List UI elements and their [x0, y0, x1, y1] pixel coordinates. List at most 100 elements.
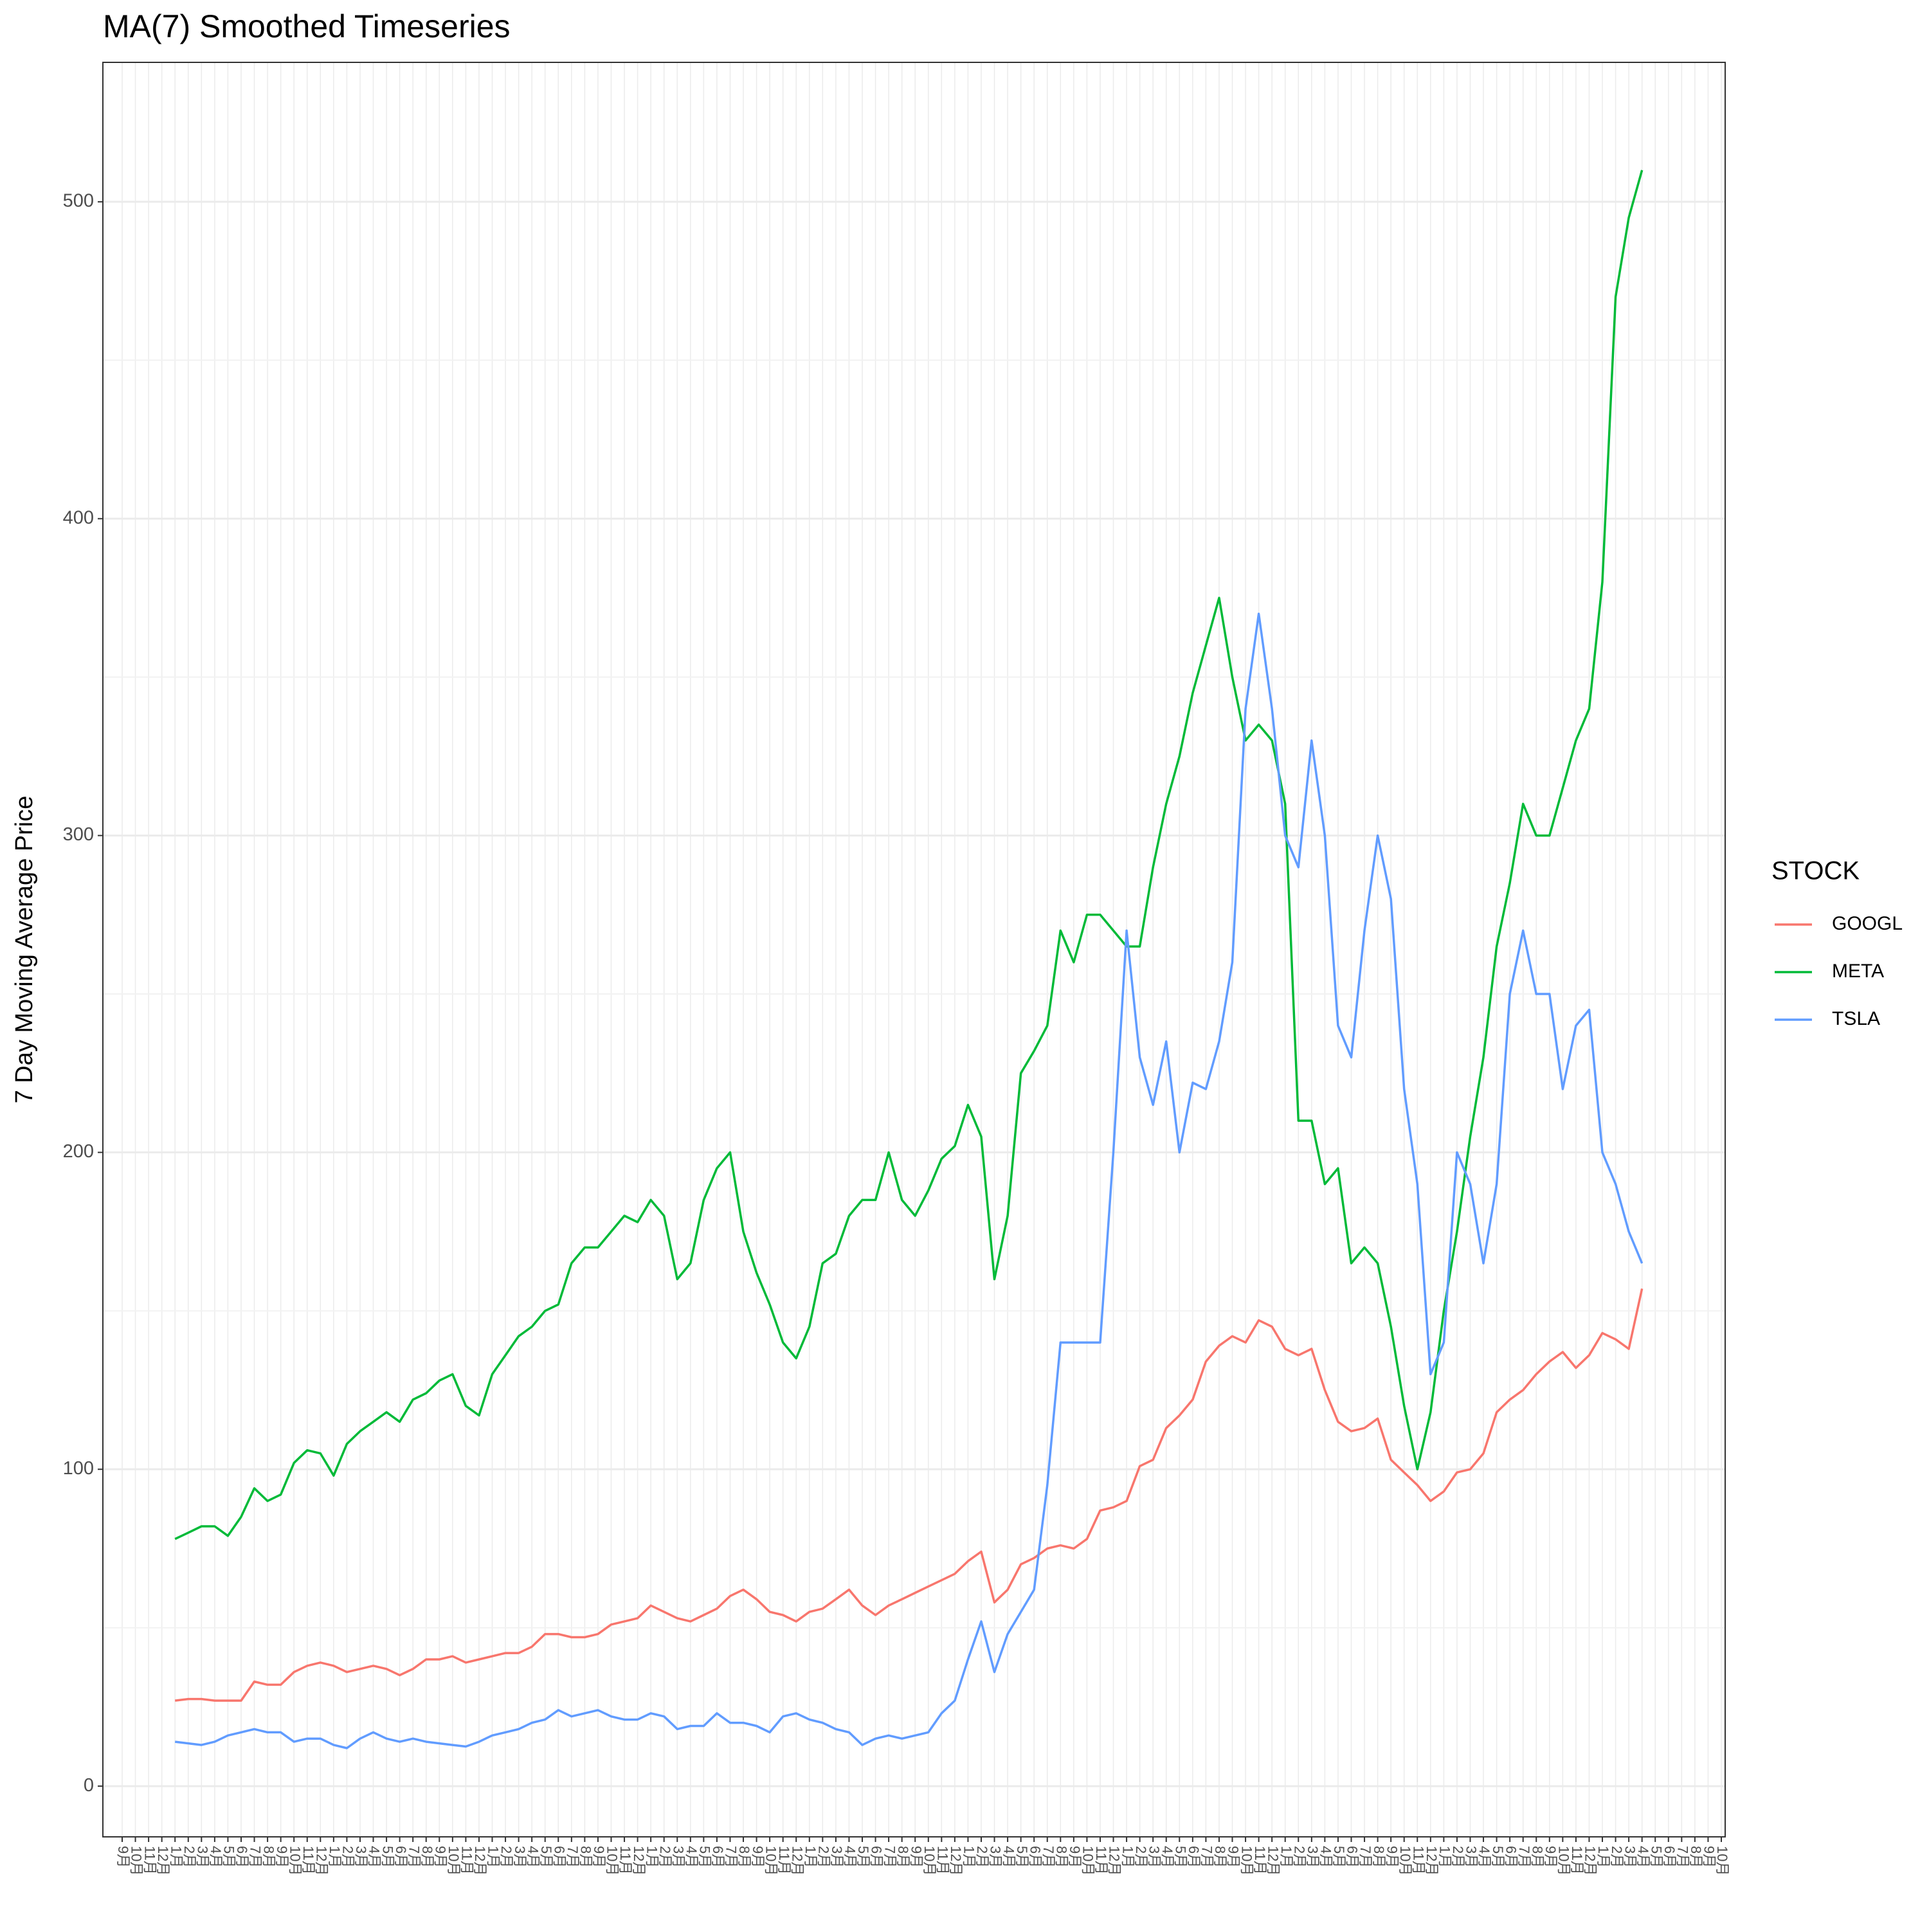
- x-tick-label: 11月: [935, 1846, 951, 1875]
- x-tick-label: 5月: [697, 1846, 713, 1868]
- x-tick-label: 4月: [1001, 1846, 1017, 1868]
- series-line: [174, 1288, 1644, 1702]
- x-tick-label: 4月: [842, 1846, 858, 1868]
- x-tick-label: 2月: [1609, 1846, 1625, 1868]
- x-tick-label: 12月: [1424, 1846, 1440, 1875]
- x-tick-label: 9月: [1701, 1846, 1717, 1868]
- x-tick-label: 2月: [816, 1846, 832, 1868]
- x-tick-label: 1月: [802, 1846, 819, 1868]
- x-tick-label: 10月: [1080, 1846, 1096, 1875]
- legend-label: TSLA: [1832, 1008, 1880, 1029]
- y-tick-label: 200: [63, 1141, 94, 1162]
- x-tick-label: 5月: [1490, 1846, 1506, 1868]
- x-tick-label: 11月: [300, 1846, 316, 1875]
- x-tick-label: 11月: [1252, 1846, 1268, 1875]
- x-tick-label: 12月: [948, 1846, 964, 1875]
- x-tick-label: 2月: [974, 1846, 990, 1868]
- x-tick-label: 1月: [644, 1846, 660, 1868]
- x-tick-label: 10月: [1556, 1846, 1572, 1875]
- x-tick-label: 9月: [432, 1846, 448, 1868]
- x-tick-label: 12月: [313, 1846, 329, 1875]
- x-tick-label: 6月: [393, 1846, 409, 1868]
- series-line: [174, 170, 1644, 1540]
- x-tick-label: 8月: [1529, 1846, 1545, 1868]
- panel-border: [102, 62, 1726, 1837]
- chart-title: MA(7) Smoothed Timeseries: [103, 8, 511, 44]
- legend-label: GOOGL: [1832, 913, 1903, 934]
- x-tick-label: 8月: [1212, 1846, 1228, 1868]
- x-tick-label: 6月: [234, 1846, 250, 1868]
- x-tick-label: 7月: [1516, 1846, 1532, 1868]
- x-tick-label: 1月: [1278, 1846, 1294, 1868]
- y-tick-label: 500: [63, 191, 94, 212]
- x-tick-label: 3月: [1305, 1846, 1321, 1868]
- x-tick-label: 4月: [1159, 1846, 1175, 1868]
- x-tick-label: 1月: [168, 1846, 184, 1868]
- y-axis-label: 7 Day Moving Average Price: [11, 796, 38, 1104]
- x-tick-label: 1月: [485, 1846, 502, 1868]
- x-tick-label: 8月: [578, 1846, 594, 1868]
- x-tick-label: 4月: [1476, 1846, 1492, 1868]
- x-tick-label: 9月: [908, 1846, 924, 1868]
- x-tick-label: 9月: [1226, 1846, 1242, 1868]
- x-tick-label: 6月: [1503, 1846, 1519, 1868]
- x-tick-label: 6月: [869, 1846, 885, 1868]
- x-tick-label: 6月: [1186, 1846, 1202, 1868]
- x-tick-label: 11月: [617, 1846, 633, 1875]
- x-tick-label: 10月: [1238, 1846, 1254, 1875]
- x-tick-label: 12月: [631, 1846, 647, 1875]
- x-tick-label: 5月: [1648, 1846, 1664, 1868]
- x-tick-label: 8月: [419, 1846, 435, 1868]
- x-tick-label: 6月: [1345, 1846, 1361, 1868]
- x-tick-label: 12月: [1582, 1846, 1598, 1875]
- x-tick-label: 12月: [155, 1846, 171, 1875]
- x-tick-label: 9月: [591, 1846, 607, 1868]
- x-tick-label: 11月: [1093, 1846, 1109, 1875]
- x-tick-label: 3月: [670, 1846, 686, 1868]
- x-tick-label: 7月: [882, 1846, 898, 1868]
- x-tick-label: 4月: [525, 1846, 541, 1868]
- x-tick-label: 11月: [1569, 1846, 1585, 1875]
- x-tick-label: 1月: [961, 1846, 977, 1868]
- x-tick-label: 5月: [1172, 1846, 1188, 1868]
- x-tick-label: 3月: [353, 1846, 369, 1868]
- x-tick-label: 7月: [565, 1846, 581, 1868]
- x-tick-label: 9月: [750, 1846, 766, 1868]
- x-tick-label: 6月: [551, 1846, 567, 1868]
- x-tick-label: 11月: [1410, 1846, 1426, 1875]
- x-tick-label: 11月: [459, 1846, 475, 1875]
- x-tick-label: 4月: [208, 1846, 224, 1868]
- x-tick-label: 9月: [1543, 1846, 1559, 1868]
- x-tick-label: 6月: [1662, 1846, 1678, 1868]
- x-tick-label: 3月: [512, 1846, 528, 1868]
- x-tick-label: 1月: [327, 1846, 343, 1868]
- x-tick-label: 4月: [1318, 1846, 1334, 1868]
- x-tick-label: 7月: [723, 1846, 739, 1868]
- x-tick-label: 7月: [1357, 1846, 1373, 1868]
- series-line: [174, 612, 1644, 1749]
- x-tick-label: 3月: [988, 1846, 1004, 1868]
- x-tick-label: 2月: [1450, 1846, 1466, 1868]
- x-tick-label: 1月: [1437, 1846, 1453, 1868]
- x-tick-label: 8月: [736, 1846, 752, 1868]
- x-tick-label: 10月: [129, 1846, 145, 1875]
- x-tick-label: 5月: [379, 1846, 395, 1868]
- x-tick-label: 9月: [1067, 1846, 1083, 1868]
- x-tick-label: 12月: [789, 1846, 805, 1875]
- y-tick-label: 0: [84, 1775, 94, 1796]
- x-tick-label: 3月: [195, 1846, 211, 1868]
- x-tick-label: 7月: [1199, 1846, 1215, 1868]
- x-tick-label: 3月: [829, 1846, 845, 1868]
- x-tick-label: 7月: [248, 1846, 264, 1868]
- x-tick-label: 3月: [1146, 1846, 1162, 1868]
- x-tick-label: 2月: [498, 1846, 514, 1868]
- x-tick-label: 2月: [340, 1846, 356, 1868]
- x-tick-label: 3月: [1463, 1846, 1480, 1868]
- x-tick-label: 1月: [1119, 1846, 1136, 1868]
- x-tick-label: 7月: [406, 1846, 422, 1868]
- x-tick-label: 10月: [763, 1846, 779, 1875]
- x-tick-label: 9月: [115, 1846, 131, 1868]
- x-tick-label: 8月: [260, 1846, 276, 1868]
